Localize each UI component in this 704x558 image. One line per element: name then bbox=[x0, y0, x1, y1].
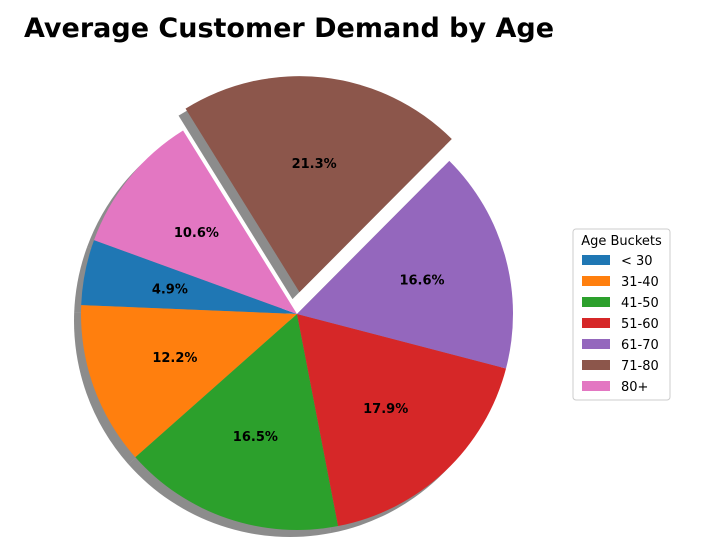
legend-label-31-40: 31-40 bbox=[621, 275, 659, 290]
legend-swatch-51-60 bbox=[582, 318, 610, 328]
slice-80 bbox=[94, 130, 297, 314]
pct-label-71-80: 21.3% bbox=[292, 157, 337, 172]
legend-label-51-60: 51-60 bbox=[621, 317, 659, 332]
slice-under-30 bbox=[81, 240, 298, 314]
slice-61-70 bbox=[297, 160, 513, 369]
legend-items: < 30 31-40 41-50 51-60 61-70 71-80 80+ bbox=[582, 254, 659, 395]
legend-label-61-70: 61-70 bbox=[621, 338, 659, 353]
legend-frame bbox=[572, 228, 671, 401]
legend-swatch-41-50 bbox=[582, 297, 610, 307]
legend-label-under-30: < 30 bbox=[621, 254, 653, 269]
pct-label-under-30: 4.9% bbox=[152, 282, 188, 297]
legend-swatch-80 bbox=[582, 381, 610, 391]
slice-71-80 bbox=[185, 76, 452, 293]
legend-label-80: 80+ bbox=[621, 380, 648, 395]
pct-label-51-60: 17.9% bbox=[363, 402, 408, 417]
legend: Age Buckets < 30 31-40 41-50 51-60 61-70 71-8… bbox=[572, 228, 671, 401]
legend-swatch-71-80 bbox=[582, 360, 610, 370]
pct-label-61-70: 16.6% bbox=[399, 273, 444, 288]
slice-31-40 bbox=[81, 305, 297, 458]
slice-labels: 4.9% 12.2% 16.5% 17.9% 16.6% 21.3% 10.6% bbox=[152, 157, 445, 445]
slice-51-60 bbox=[297, 314, 507, 527]
legend-swatch-31-40 bbox=[582, 276, 610, 286]
pct-label-31-40: 12.2% bbox=[152, 351, 197, 366]
slice-41-50 bbox=[135, 314, 339, 530]
legend-label-71-80: 71-80 bbox=[621, 359, 659, 374]
legend-swatch-under-30 bbox=[582, 255, 610, 265]
legend-label-41-50: 41-50 bbox=[621, 296, 659, 311]
pie-slices bbox=[81, 76, 513, 530]
legend-swatch-61-70 bbox=[582, 339, 610, 349]
chart-title: Average Customer Demand by Age bbox=[24, 13, 554, 44]
pct-label-41-50: 16.5% bbox=[233, 430, 278, 445]
pct-label-80: 10.6% bbox=[174, 226, 219, 241]
legend-title: Age Buckets bbox=[581, 234, 662, 249]
